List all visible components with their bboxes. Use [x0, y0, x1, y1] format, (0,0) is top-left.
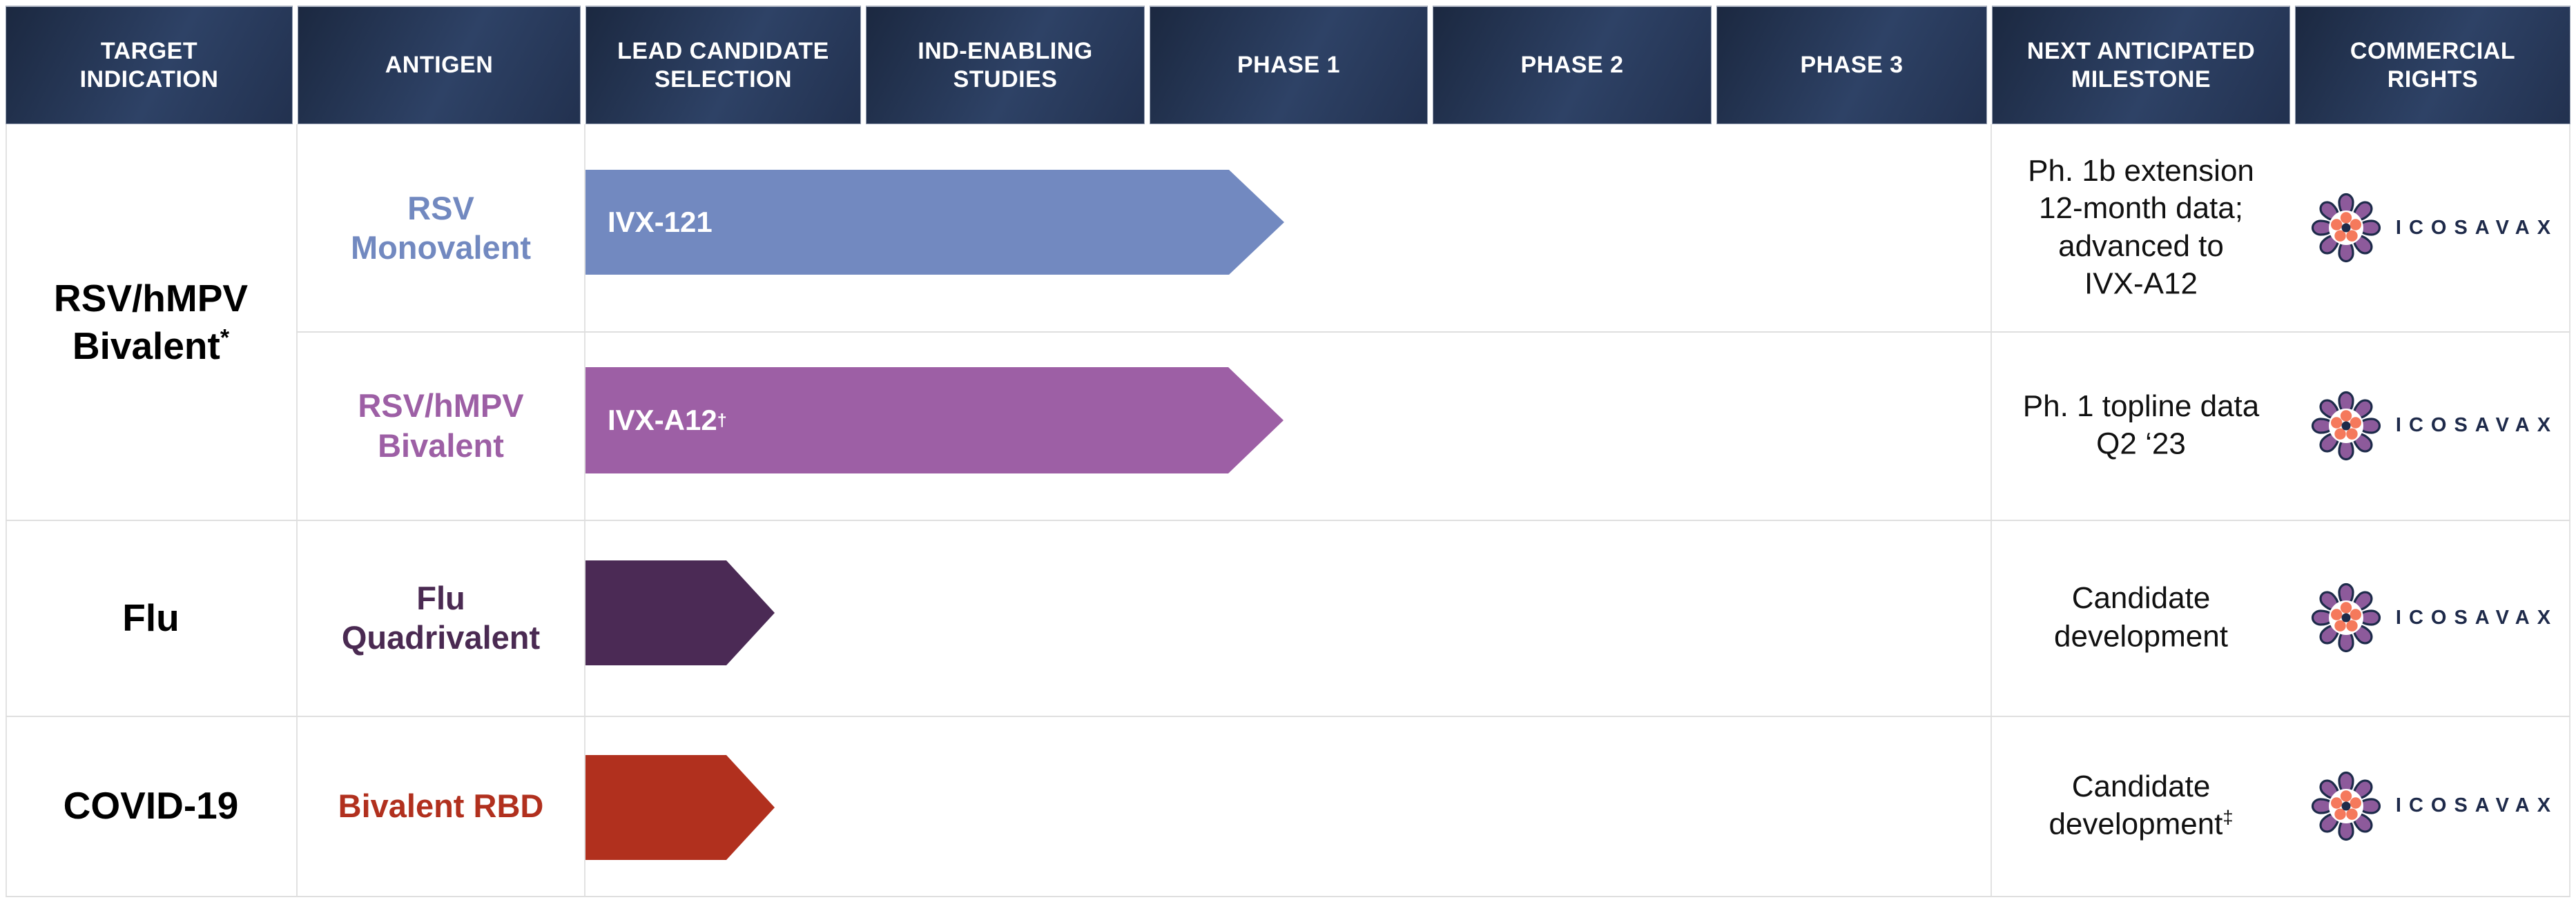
antigen-rsv-monovalent: RSV Monovalent [350, 189, 532, 266]
milestone-text: Ph. 1 topline data Q2 ‘23 [2022, 389, 2260, 461]
candidate-footnote-marker: † [717, 410, 727, 430]
commercial-rights-flu: ICOSAVAX [2295, 520, 2570, 716]
header-cell-phase-3: PHASE 3 [1716, 6, 1987, 124]
indication-footnote-marker: * [220, 324, 230, 351]
milestone-ivx-a12: Ph. 1 topline data Q2 ‘23 [1992, 331, 2290, 520]
progress-arrow-ivx-a12: IVX-A12 † [585, 367, 1284, 473]
icosavax-logo-icon [2307, 187, 2385, 268]
icosavax-wordmark: ICOSAVAX [2395, 414, 2559, 436]
table-header-row: TARGET INDICATION ANTIGEN LEAD CANDIDATE… [6, 6, 2570, 124]
table-border-left [6, 124, 7, 897]
row-divider-rsv-subrows [296, 331, 2570, 333]
icosavax-logo-icon [2307, 765, 2385, 847]
milestone-flu: Candidate development [1992, 520, 2290, 716]
indication-label: RSV/hMPV Bivalent [53, 276, 249, 367]
header-cell-next-anticipated-milestone: NEXT ANTICIPATED MILESTONE [1992, 6, 2290, 124]
header-cell-antigen: ANTIGEN [298, 6, 581, 124]
milestone-ivx-121: Ph. 1b extension 12-month data; advanced… [1992, 124, 2290, 331]
antigen-bivalent-rbd: Bivalent RBD [338, 787, 544, 824]
header-cell-lead-candidate-selection: LEAD CANDIDATE SELECTION [585, 6, 861, 124]
progress-arrow-bivalent-rbd [585, 755, 775, 860]
commercial-rights-ivx-a12: ICOSAVAX [2295, 331, 2570, 520]
indication-rsv-hmpv-bivalent: RSV/hMPV Bivalent* [6, 124, 296, 520]
milestone-text: Ph. 1b extension 12-month data; advanced… [2028, 153, 2254, 301]
candidate-label: IVX-A12 [608, 404, 717, 436]
milestone-covid: Candidate development‡ [1992, 716, 2290, 896]
column-divider-antigen-phases [584, 124, 585, 897]
milestone-text: Candidate development [2054, 581, 2228, 654]
header-cell-phase-1: PHASE 1 [1150, 6, 1428, 124]
indication-label: COVID-19 [63, 784, 239, 828]
column-divider-phases-milestone [1991, 124, 1992, 897]
table-border-bottom [6, 896, 2570, 897]
indication-covid-19: COVID-19 [6, 716, 296, 896]
commercial-rights-ivx-121: ICOSAVAX [2295, 124, 2570, 331]
icosavax-wordmark: ICOSAVAX [2395, 216, 2559, 239]
antigen-flu-quadrivalent: Flu Quadrivalent [341, 579, 541, 656]
header-cell-ind-enabling-studies: IND-ENABLING STUDIES [866, 6, 1145, 124]
progress-arrow-ivx-121: IVX-121 [585, 170, 1284, 275]
table-border-right [2569, 124, 2570, 897]
row-divider-flu-covid [6, 716, 2570, 717]
icosavax-logo-icon [2307, 385, 2385, 467]
progress-arrow-flu-quadrivalent [585, 560, 775, 665]
icosavax-wordmark: ICOSAVAX [2395, 794, 2559, 816]
header-cell-target-indication: TARGET INDICATION [6, 6, 293, 124]
milestone-text: Candidate development [2049, 769, 2223, 841]
antigen-rsv-hmpv-bivalent: RSV/hMPV Bivalent [358, 387, 524, 464]
header-cell-commercial-rights: COMMERCIAL RIGHTS [2295, 6, 2570, 124]
row-divider-rsv-flu [6, 520, 2570, 521]
commercial-rights-covid: ICOSAVAX [2295, 716, 2570, 896]
icosavax-logo-icon [2307, 577, 2385, 658]
milestone-footnote-marker: ‡ [2222, 806, 2234, 828]
candidate-label: IVX-121 [608, 206, 713, 238]
header-cell-phase-2: PHASE 2 [1433, 6, 1712, 124]
indication-label: Flu [122, 596, 180, 639]
indication-flu: Flu [6, 520, 296, 716]
icosavax-wordmark: ICOSAVAX [2395, 606, 2559, 629]
column-divider-indication-antigen [296, 124, 298, 897]
